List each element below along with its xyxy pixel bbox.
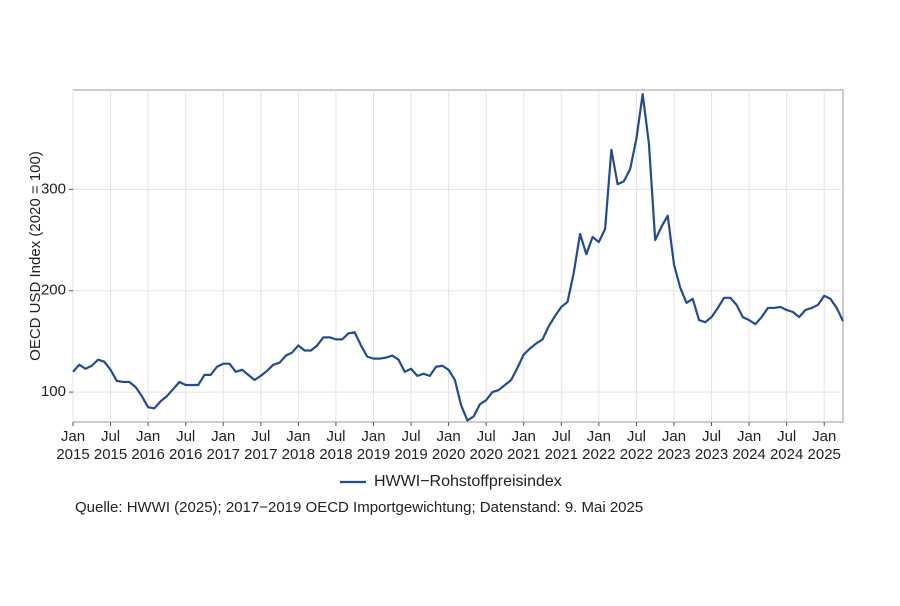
grid [72,90,843,422]
y-tick-label: 300 [41,180,66,197]
x-tick-label: Jan 2016 [131,428,164,463]
x-tick-label: Jul 2022 [620,428,653,463]
y-tick-label: 200 [41,282,66,299]
caption: Quelle: HWWI (2025); 2017−2019 OECD Impo… [75,499,643,516]
x-tick-label: Jan 2017 [207,428,240,463]
x-tick-label: Jan 2025 [808,428,841,463]
y-tick-label: 100 [41,383,66,400]
x-tick-label: Jul 2015 [94,428,127,463]
y-axis-label: OECD USD Index (2020 = 100) [27,151,44,361]
x-tick-label: Jul 2017 [244,428,277,463]
legend-label: HWWI−Rohstoffpreisindex [374,473,562,490]
x-tick-label: Jan 2019 [357,428,390,463]
line-series [72,92,844,422]
x-tick-label: Jan 2023 [657,428,690,463]
x-tick-label: Jan 2021 [507,428,540,463]
plot-frame [72,89,844,423]
x-tick-label: Jan 2018 [282,428,315,463]
x-tick-label: Jan 2015 [56,428,89,463]
x-tick-label: Jan 2020 [432,428,465,463]
x-tick-label: Jul 2024 [770,428,803,463]
x-tick-label: Jul 2016 [169,428,202,463]
x-tick-label: Jan 2022 [582,428,615,463]
x-tick-label: Jan 2024 [732,428,765,463]
x-tick-label: Jul 2019 [394,428,427,463]
x-tick-label: Jul 2018 [319,428,352,463]
x-tick-label: Jul 2023 [695,428,728,463]
x-tick-label: Jul 2021 [545,428,578,463]
x-tick-label: Jul 2020 [469,428,502,463]
